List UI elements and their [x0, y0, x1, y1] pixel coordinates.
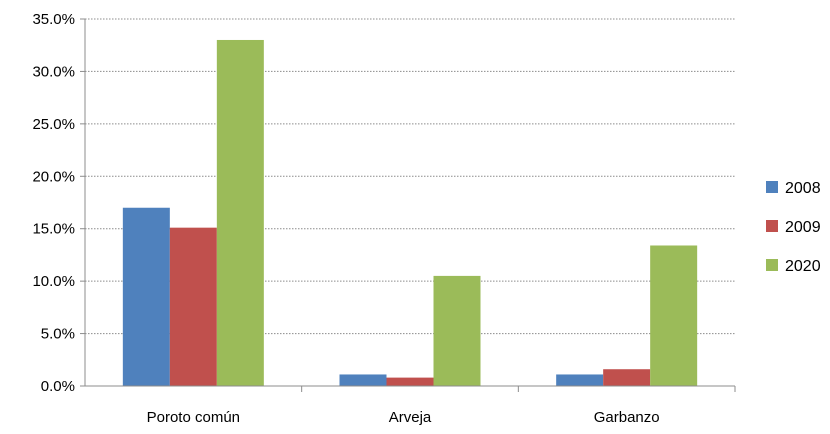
legend-label: 2009	[785, 219, 821, 236]
legend-label: 2008	[785, 180, 821, 197]
y-tick-label: 25.0%	[32, 116, 75, 133]
bar-2008	[339, 374, 387, 386]
bar-2020	[650, 245, 698, 386]
y-tick-label: 5.0%	[41, 326, 75, 343]
legend: 2008 2009 2020	[766, 180, 821, 275]
legend-swatch	[766, 181, 778, 193]
x-category-label: Poroto común	[147, 409, 240, 426]
y-tick-label: 15.0%	[32, 221, 75, 238]
bar-2008	[122, 207, 170, 386]
bar-2009	[386, 377, 434, 386]
legend-swatch	[766, 259, 778, 271]
bar-2020	[216, 39, 264, 386]
bar-2009	[169, 227, 217, 386]
axes	[80, 18, 736, 392]
x-category-label: Garbanzo	[594, 409, 660, 426]
legend-swatch	[766, 220, 778, 232]
y-tick-label: 10.0%	[32, 273, 75, 290]
bar-2020	[433, 275, 481, 386]
y-tick-label: 20.0%	[32, 168, 75, 185]
y-tick-label: 30.0%	[32, 63, 75, 80]
legend-label: 2020	[785, 258, 821, 275]
bar-2009	[603, 369, 651, 386]
bars	[122, 39, 698, 386]
y-tick-label: 35.0%	[32, 11, 75, 28]
x-category-labels: Poroto común Arveja Garbanzo	[147, 409, 660, 426]
x-category-label: Arveja	[389, 409, 432, 426]
y-tick-labels: 0.0% 5.0% 10.0% 15.0% 20.0% 25.0% 30.0% 35.0%	[32, 11, 75, 395]
bar-2008	[556, 374, 604, 386]
y-tick-label: 0.0%	[41, 378, 75, 395]
